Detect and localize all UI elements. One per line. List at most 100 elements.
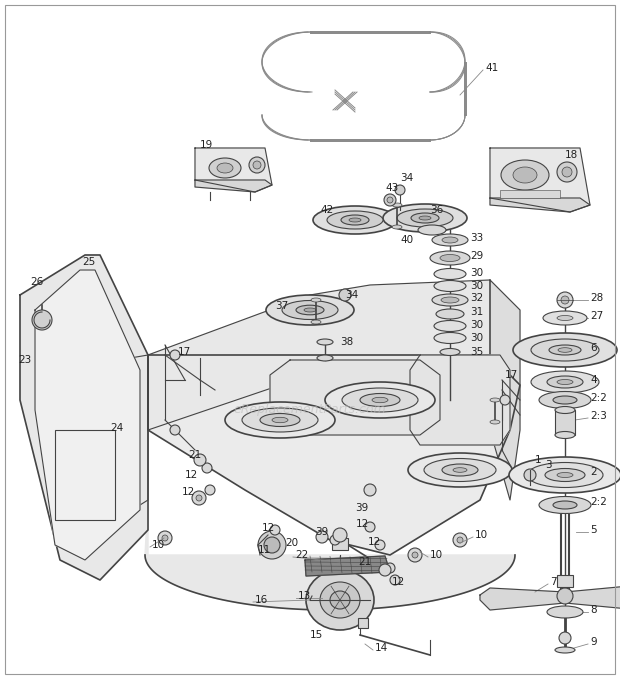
Ellipse shape (434, 333, 466, 344)
Circle shape (196, 495, 202, 501)
Text: 22: 22 (295, 550, 308, 560)
Ellipse shape (383, 204, 467, 232)
Text: 8: 8 (590, 605, 596, 615)
Ellipse shape (557, 380, 573, 384)
Text: 39: 39 (355, 503, 368, 513)
Ellipse shape (392, 225, 402, 229)
Ellipse shape (434, 268, 466, 280)
Text: 30: 30 (470, 333, 483, 343)
Text: 12: 12 (356, 519, 370, 529)
Ellipse shape (539, 496, 591, 513)
Circle shape (557, 162, 577, 182)
Circle shape (205, 485, 215, 495)
Text: 21: 21 (358, 557, 371, 567)
Circle shape (559, 632, 571, 644)
Bar (555, 410, 575, 435)
Ellipse shape (372, 397, 388, 403)
Polygon shape (148, 355, 520, 555)
Polygon shape (195, 148, 272, 192)
Text: 12: 12 (392, 577, 405, 587)
Polygon shape (20, 255, 148, 580)
Ellipse shape (434, 320, 466, 331)
Polygon shape (480, 585, 620, 610)
Ellipse shape (419, 216, 431, 220)
Polygon shape (270, 360, 440, 435)
Text: 39: 39 (315, 527, 328, 537)
Circle shape (365, 522, 375, 532)
Text: 2:2: 2:2 (590, 393, 607, 403)
Ellipse shape (411, 213, 439, 223)
Ellipse shape (490, 398, 500, 402)
Ellipse shape (430, 251, 470, 265)
Ellipse shape (320, 582, 360, 618)
Circle shape (412, 552, 418, 558)
Circle shape (384, 194, 396, 206)
Ellipse shape (539, 392, 591, 409)
Circle shape (408, 548, 422, 562)
Circle shape (500, 395, 510, 405)
Circle shape (339, 289, 351, 301)
Circle shape (170, 350, 180, 360)
Ellipse shape (349, 218, 361, 222)
Ellipse shape (555, 431, 575, 439)
Text: 16: 16 (255, 595, 268, 605)
Circle shape (170, 425, 180, 435)
Ellipse shape (555, 647, 575, 653)
Text: 15: 15 (310, 630, 323, 640)
Circle shape (202, 463, 212, 473)
Text: 34: 34 (345, 290, 358, 300)
Polygon shape (490, 148, 590, 212)
Ellipse shape (513, 167, 537, 183)
Ellipse shape (341, 215, 369, 225)
Text: 5: 5 (590, 525, 596, 535)
Ellipse shape (424, 458, 496, 481)
Circle shape (316, 531, 328, 543)
Circle shape (158, 531, 172, 545)
Ellipse shape (557, 316, 573, 320)
Text: 12: 12 (368, 537, 381, 547)
Ellipse shape (304, 308, 316, 312)
Bar (500, 190, 560, 198)
Circle shape (192, 491, 206, 505)
Text: 43: 43 (385, 183, 398, 193)
Text: 17: 17 (178, 347, 191, 357)
Circle shape (270, 525, 280, 535)
Circle shape (375, 540, 385, 550)
Polygon shape (490, 198, 590, 212)
Text: 27: 27 (590, 311, 603, 321)
Text: 1: 1 (535, 455, 542, 465)
Text: 4: 4 (590, 375, 596, 385)
Text: 9: 9 (590, 637, 596, 647)
Bar (55, 430, 115, 520)
Bar (358, 618, 368, 628)
Ellipse shape (397, 209, 453, 227)
Ellipse shape (260, 414, 300, 426)
Text: 32: 32 (470, 293, 483, 303)
Circle shape (379, 564, 391, 576)
Text: 37: 37 (275, 301, 288, 311)
Text: 40: 40 (400, 235, 413, 245)
Ellipse shape (242, 408, 318, 432)
Ellipse shape (440, 255, 460, 261)
Polygon shape (410, 355, 510, 445)
Text: 42: 42 (320, 205, 334, 215)
Ellipse shape (330, 591, 350, 609)
Circle shape (32, 310, 52, 330)
Text: 41: 41 (485, 63, 498, 73)
Ellipse shape (266, 295, 354, 325)
Text: 17: 17 (505, 370, 518, 380)
Circle shape (557, 292, 573, 308)
Circle shape (264, 537, 280, 553)
Ellipse shape (272, 418, 288, 423)
Ellipse shape (296, 305, 324, 315)
Ellipse shape (558, 348, 572, 352)
Ellipse shape (442, 464, 478, 476)
Circle shape (453, 533, 467, 547)
Text: 19: 19 (200, 140, 213, 150)
Polygon shape (145, 500, 515, 610)
Text: 28: 28 (590, 293, 603, 303)
Text: 24: 24 (110, 423, 123, 433)
Text: 29: 29 (470, 251, 483, 261)
Ellipse shape (549, 345, 581, 355)
Text: 30: 30 (470, 281, 483, 291)
